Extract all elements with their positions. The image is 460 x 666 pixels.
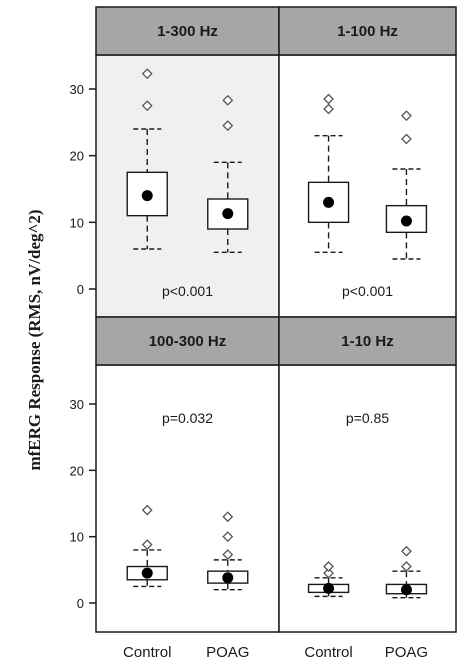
y-tick-label: 0 [77,596,84,611]
panel-plot-area [95,54,280,318]
mean-point [222,572,234,584]
p-value-annotation: p<0.001 [162,283,213,299]
y-tick-label: 30 [70,82,84,97]
outlier-point [323,93,334,105]
panel-1: 1-300 Hz 30 20 10 0 p<0.001 [70,6,280,318]
panel-plot-area [278,54,457,318]
box-poag [207,94,249,254]
p-value-annotation: p=0.032 [162,410,213,426]
mean-point [323,196,335,208]
y-axis-title: mfERG Response (RMS, nV/deg^2) [25,209,44,470]
p-value-annotation: p=0.85 [346,410,389,426]
outlier-point [141,100,153,112]
panel-4: 1-10 Hz p=0.85 [278,316,457,633]
outlier-point [222,120,234,132]
outlier-point [323,103,334,115]
outlier-point [401,561,412,572]
x-category-label: POAG [385,644,428,661]
y-tick-label: 10 [70,530,84,545]
outlier-point [222,511,234,523]
mean-point [323,582,335,594]
mean-point [400,584,412,596]
panel-title: 1-100 Hz [337,23,398,40]
mean-point [222,208,234,220]
outlier-point [401,133,412,145]
panel-title: 1-300 Hz [157,23,218,40]
box-poag [207,511,249,591]
panel-2: 1-100 Hz p<0.001 [278,6,457,318]
outlier-point [401,545,412,557]
outlier-point [323,567,334,579]
y-tick-label: 20 [70,149,84,164]
box-control [126,504,168,588]
outlier-point [141,68,153,80]
y-tick-label: 20 [70,463,84,478]
y-tick-label: 0 [77,282,84,297]
p-value-annotation: p<0.001 [342,283,393,299]
iqr-box [385,204,428,234]
panel-strip [278,316,457,366]
x-category-label: Control [123,644,171,661]
y-tick-label: 30 [70,397,84,412]
mean-point [141,190,153,202]
outlier-point [141,504,153,516]
box-poag [385,110,428,260]
box-control [307,561,350,598]
mean-point [400,215,412,227]
box-control [307,93,350,254]
outlier-point [222,94,234,106]
mean-point [141,567,153,579]
outlier-point [141,539,153,551]
x-category-label: POAG [206,644,249,661]
panel-strip [95,6,280,56]
panel-strip [278,6,457,56]
y-tick-label: 10 [70,215,84,230]
box-control [126,68,168,250]
panel-strip [95,316,280,366]
x-category-labels: Control POAG Control POAG [123,644,428,661]
outlier-point [401,110,412,122]
panel-3: 100-300 Hz 30 20 10 0 p=0.032 [70,316,280,633]
outlier-point [222,531,234,543]
y-axis-title-group: mfERG Response (RMS, nV/deg^2) [25,209,44,470]
panel-title: 100-300 Hz [149,333,227,350]
panel-plot-area [278,364,457,633]
panel-title: 1-10 Hz [341,333,394,350]
box-poag [385,545,428,599]
outlier-point [222,549,234,560]
outlier-point [323,561,334,572]
panel-plot-area [95,364,280,633]
x-category-label: Control [304,644,352,661]
